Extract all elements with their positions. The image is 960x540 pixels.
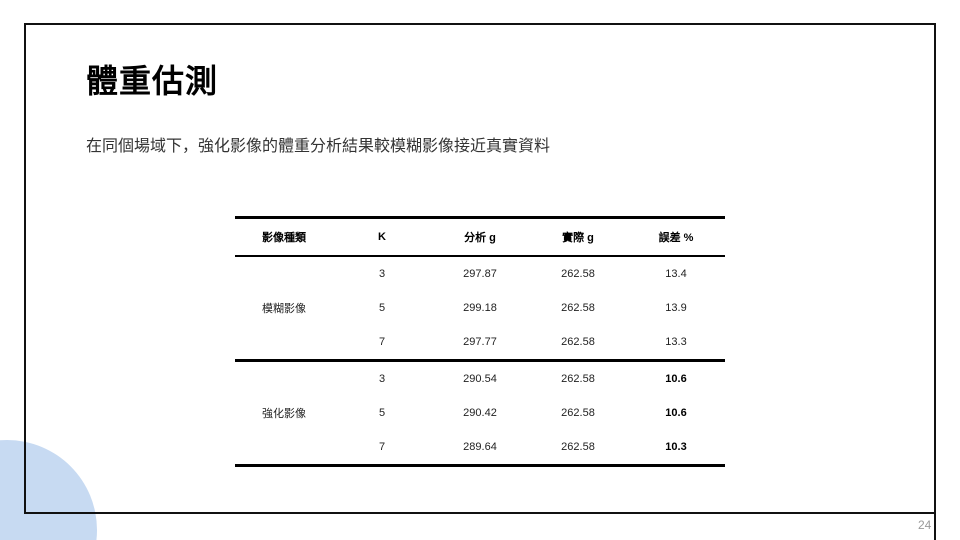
cell-analysis: 297.87: [463, 268, 497, 280]
cell-error: 10.6: [665, 407, 687, 419]
cell-actual: 262.58: [529, 325, 627, 362]
weight-estimation-table: 影像種類 K 分析 g 實際 g 誤差 % 模糊影像 3 297.87 262.…: [235, 216, 725, 467]
cell-error: 13.9: [665, 302, 687, 314]
cell-analysis: 299.18: [463, 302, 497, 314]
cell-k: 3: [378, 373, 386, 385]
table-row: 7 297.77 262.58 13.3: [235, 325, 725, 362]
cell-k: 5: [378, 302, 386, 314]
cell-actual: 262.58: [529, 430, 627, 467]
slide-frame-right-edge: [934, 23, 936, 540]
table-header-row: 影像種類 K 分析 g 實際 g 誤差 %: [235, 216, 725, 257]
cell-k: 3: [378, 268, 386, 280]
cell-analysis: 289.64: [431, 430, 529, 467]
cell-k: 5: [378, 407, 386, 419]
header-k: K: [333, 216, 431, 257]
table-row: 7 289.64 262.58 10.3: [235, 430, 725, 467]
cell-error: 10.3: [627, 430, 725, 467]
page-subtitle: 在同個場域下，強化影像的體重分析結果較模糊影像接近真實資料: [86, 136, 551, 155]
cell-analysis: 290.42: [463, 407, 497, 419]
header-image-type: 影像種類: [235, 216, 333, 257]
cell-k: 7: [333, 325, 431, 362]
cell-actual: 262.58: [561, 302, 595, 314]
cell-actual: 262.58: [561, 373, 595, 385]
table-row: 5 290.42 262.58 10.6: [235, 396, 725, 430]
table-row: 強化影像 3 290.54 262.58 10.6: [235, 360, 725, 467]
cell-error: 13.4: [665, 268, 687, 280]
group-label-enhanced: 強化影像: [235, 360, 333, 467]
cell-actual: 262.58: [561, 268, 595, 280]
header-actual: 實際 g: [529, 216, 627, 257]
cell-k: 7: [333, 430, 431, 467]
cell-analysis: 290.54: [463, 373, 497, 385]
page-title: 體重估測: [86, 62, 219, 100]
header-analysis: 分析 g: [431, 216, 529, 257]
cell-analysis: 297.77: [431, 325, 529, 362]
header-error: 誤差 %: [627, 216, 725, 257]
table-row: 模糊影像 3 297.87 262.58 13.4: [235, 256, 725, 362]
slide-frame: [24, 23, 935, 514]
table-row: 5 299.18 262.58 13.9: [235, 291, 725, 325]
cell-actual: 262.58: [561, 407, 595, 419]
page-number: 24: [918, 518, 932, 532]
cell-error: 10.6: [665, 373, 687, 385]
cell-error: 13.3: [627, 325, 725, 362]
group-label-blurred: 模糊影像: [235, 256, 333, 362]
